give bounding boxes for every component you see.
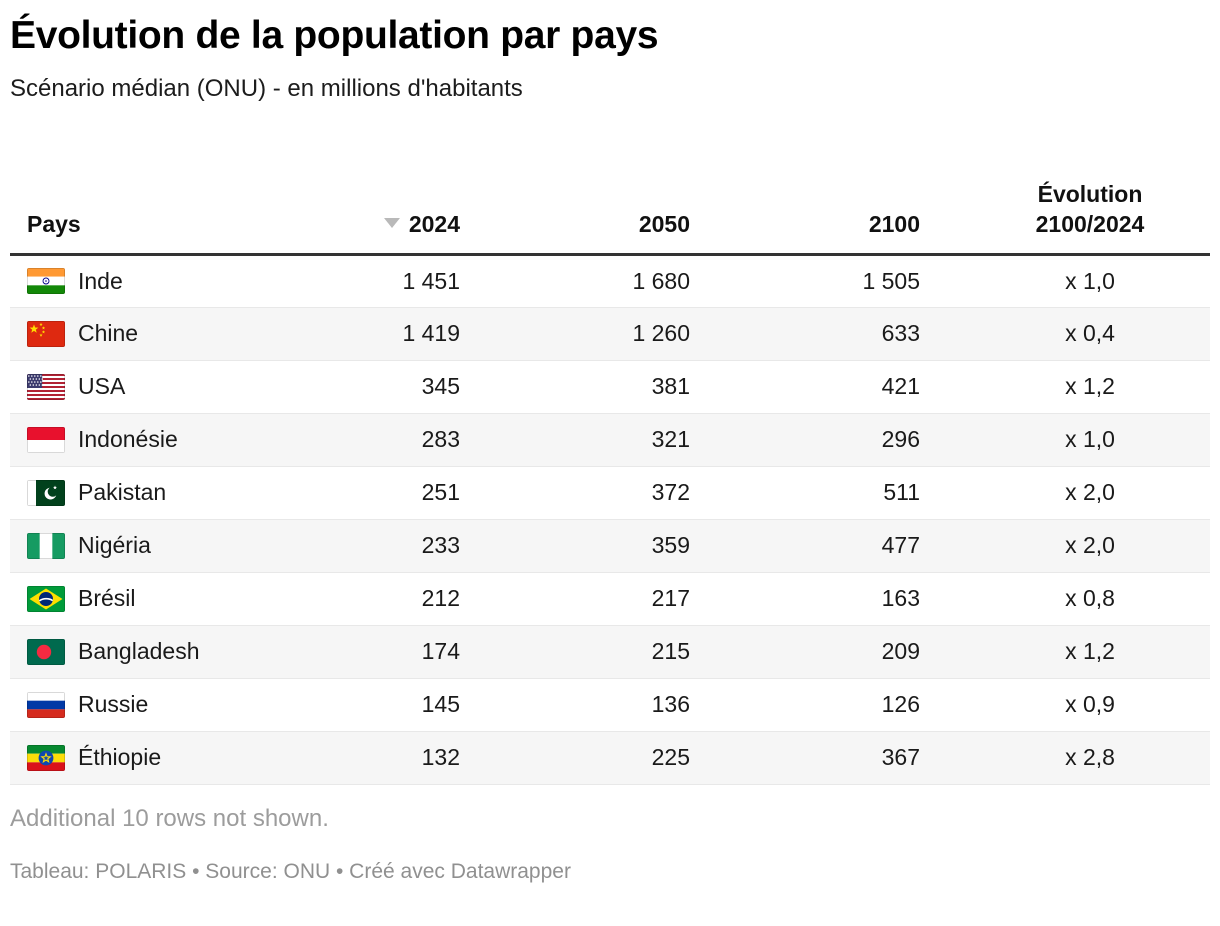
column-header-2050[interactable]: 2050 [460, 126, 690, 256]
table-row: Pakistan 251 372 511 x 2,0 [10, 466, 1210, 520]
country-label: Pakistan [78, 479, 167, 506]
source-byline: Tableau: POLARIS • Source: ONU • Créé av… [10, 859, 571, 883]
value-2050: 372 [460, 466, 690, 520]
value-2100: 477 [690, 519, 920, 573]
chart-subtitle: Scénario médian (ONU) - en millions d'ha… [10, 74, 523, 102]
value-2024: 132 [350, 731, 460, 785]
india-flag-icon [27, 268, 65, 295]
value-2050: 136 [460, 678, 690, 732]
value-evolution: x 1,0 [920, 254, 1210, 308]
country-label: Éthiopie [78, 744, 162, 771]
russia-flag-icon [27, 691, 65, 718]
table-row: Chine 1 419 1 260 633 x 0,4 [10, 307, 1210, 361]
value-2050: 225 [460, 731, 690, 785]
value-2050: 1 260 [460, 307, 690, 361]
value-2100: 163 [690, 572, 920, 626]
column-header-2024[interactable]: 2024 [350, 126, 460, 256]
table-row: Bangladesh 174 215 209 x 1,2 [10, 625, 1210, 679]
column-header-label: 2050 [638, 211, 690, 238]
column-header-2100[interactable]: 2100 [690, 126, 920, 256]
sort-desc-icon [383, 217, 400, 228]
country-label: Indonésie [78, 426, 178, 453]
table-row: Nigéria 233 359 477 x 2,0 [10, 519, 1210, 573]
country-label: USA [78, 373, 126, 400]
table-row: Russie 145 136 126 x 0,9 [10, 678, 1210, 732]
value-evolution: x 2,8 [920, 731, 1210, 785]
column-header-pays[interactable]: Pays [10, 126, 350, 256]
country-label: Brésil [78, 585, 136, 612]
table-row: USA 345 381 421 x 1,2 [10, 360, 1210, 414]
brazil-flag-icon [27, 585, 65, 612]
header-row: Pays 2024 2050 2100 Évolution 2100/2024 [10, 126, 1210, 256]
value-2024: 283 [350, 413, 460, 467]
value-2024: 251 [350, 466, 460, 520]
page-title: Évolution de la population par pays [10, 14, 659, 57]
value-2100: 421 [690, 360, 920, 414]
country-label: Bangladesh [78, 638, 200, 665]
value-evolution: x 1,0 [920, 413, 1210, 467]
value-evolution: x 0,8 [920, 572, 1210, 626]
bangladesh-flag-icon [27, 638, 65, 665]
value-evolution: x 0,4 [920, 307, 1210, 361]
value-2024: 345 [350, 360, 460, 414]
table-row: Inde 1 451 1 680 1 505 x 1,0 [10, 254, 1210, 308]
value-2100: 511 [690, 466, 920, 520]
value-2100: 367 [690, 731, 920, 785]
value-2024: 1 451 [350, 254, 460, 308]
usa-flag-icon [27, 373, 65, 400]
table-row: Brésil 212 217 163 x 0,8 [10, 572, 1210, 626]
value-2024: 174 [350, 625, 460, 679]
column-header-evolution[interactable]: Évolution 2100/2024 [920, 126, 1210, 256]
value-2100: 296 [690, 413, 920, 467]
country-label: Inde [78, 267, 123, 294]
table-row: Indonésie 283 321 296 x 1,0 [10, 413, 1210, 467]
value-evolution: x 1,2 [920, 360, 1210, 414]
value-2024: 1 419 [350, 307, 460, 361]
value-2100: 1 505 [690, 254, 920, 308]
value-2024: 145 [350, 678, 460, 732]
column-header-label: Évolution 2100/2024 [1035, 180, 1145, 238]
value-evolution: x 2,0 [920, 519, 1210, 573]
table-body: Inde 1 451 1 680 1 505 x 1,0 Chine 1 419… [10, 254, 1210, 785]
value-2050: 217 [460, 572, 690, 626]
value-2050: 215 [460, 625, 690, 679]
value-2050: 381 [460, 360, 690, 414]
indonesia-flag-icon [27, 426, 65, 453]
value-2050: 359 [460, 519, 690, 573]
column-header-label: 2100 [868, 211, 920, 238]
value-2024: 233 [350, 519, 460, 573]
value-2024: 212 [350, 572, 460, 626]
country-label: Nigéria [78, 532, 151, 559]
value-2100: 209 [690, 625, 920, 679]
value-2100: 633 [690, 307, 920, 361]
chart-container: Évolution de la population par pays Scén… [10, 14, 1210, 883]
nigeria-flag-icon [27, 532, 65, 559]
pakistan-flag-icon [27, 479, 65, 506]
value-evolution: x 0,9 [920, 678, 1210, 732]
country-label: Chine [78, 320, 139, 347]
value-evolution: x 2,0 [920, 466, 1210, 520]
value-2050: 1 680 [460, 254, 690, 308]
column-header-label: Pays [27, 211, 81, 238]
table-row: Éthiopie 132 225 367 x 2,8 [10, 731, 1210, 785]
value-2100: 126 [690, 678, 920, 732]
country-label: Russie [78, 691, 149, 718]
population-table: Pays 2024 2050 2100 Évolution 2100/2024 [10, 126, 1210, 785]
rows-not-shown-note: Additional 10 rows not shown. [10, 804, 329, 832]
column-header-label: 2024 [408, 211, 460, 238]
value-evolution: x 1,2 [920, 625, 1210, 679]
value-2050: 321 [460, 413, 690, 467]
ethiopia-flag-icon [27, 744, 65, 771]
china-flag-icon [27, 320, 65, 347]
